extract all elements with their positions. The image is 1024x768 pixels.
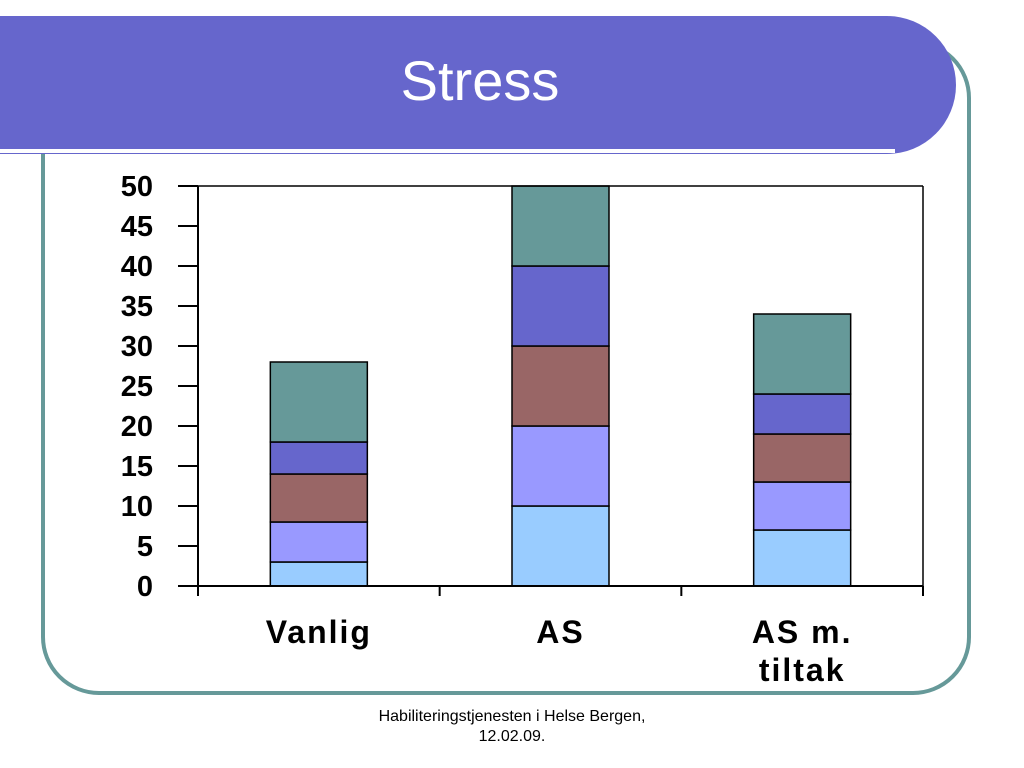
bar-segment [752,433,852,483]
bar-segment [752,529,852,587]
title-underline [0,149,895,153]
bar-segment [752,313,852,395]
bar-segment [511,185,610,267]
x-category-label: tiltak [759,652,846,688]
slide-footer: Habiliteringstjenesten i Helse Bergen, 1… [300,707,724,747]
y-tick-label: 50 [121,171,153,203]
x-category-label: Vanlig [266,614,372,650]
title-bar [0,16,956,154]
y-tick-label: 35 [121,291,153,323]
y-tick-label: 5 [137,531,153,563]
y-tick-label: 15 [121,451,153,483]
y-tick-label: 30 [121,331,153,363]
bar-segment [269,441,369,475]
bar-segment [269,473,369,523]
y-tick-label: 40 [121,251,153,283]
y-tick-label: 45 [121,211,153,243]
stacked-bar-chart: 0 5 10 15 20 25 30 35 40 45 50 Vanlig AS AS m.tiltak [121,171,924,688]
bar-segment [269,521,369,563]
slide-title: Stress [400,49,560,112]
y-tick-label: 0 [137,571,153,603]
bar-segment [511,505,610,587]
bar-segment [511,425,610,507]
y-tick-label: 20 [121,411,153,443]
x-category-label: AS m. [752,614,853,650]
bar-segment [752,393,852,435]
bar-segment [511,265,610,347]
bar-segment [511,345,610,427]
bar-segment [752,481,852,531]
y-tick-label: 10 [121,491,153,523]
bar-segment [269,361,369,443]
bar-segment [269,561,369,587]
x-category-label: AS [536,614,584,650]
footer-line-2: 12.02.09. [478,728,546,745]
footer-line-1: Habiliteringstjenesten i Helse Bergen, [378,708,646,725]
y-tick-label: 25 [121,371,153,403]
